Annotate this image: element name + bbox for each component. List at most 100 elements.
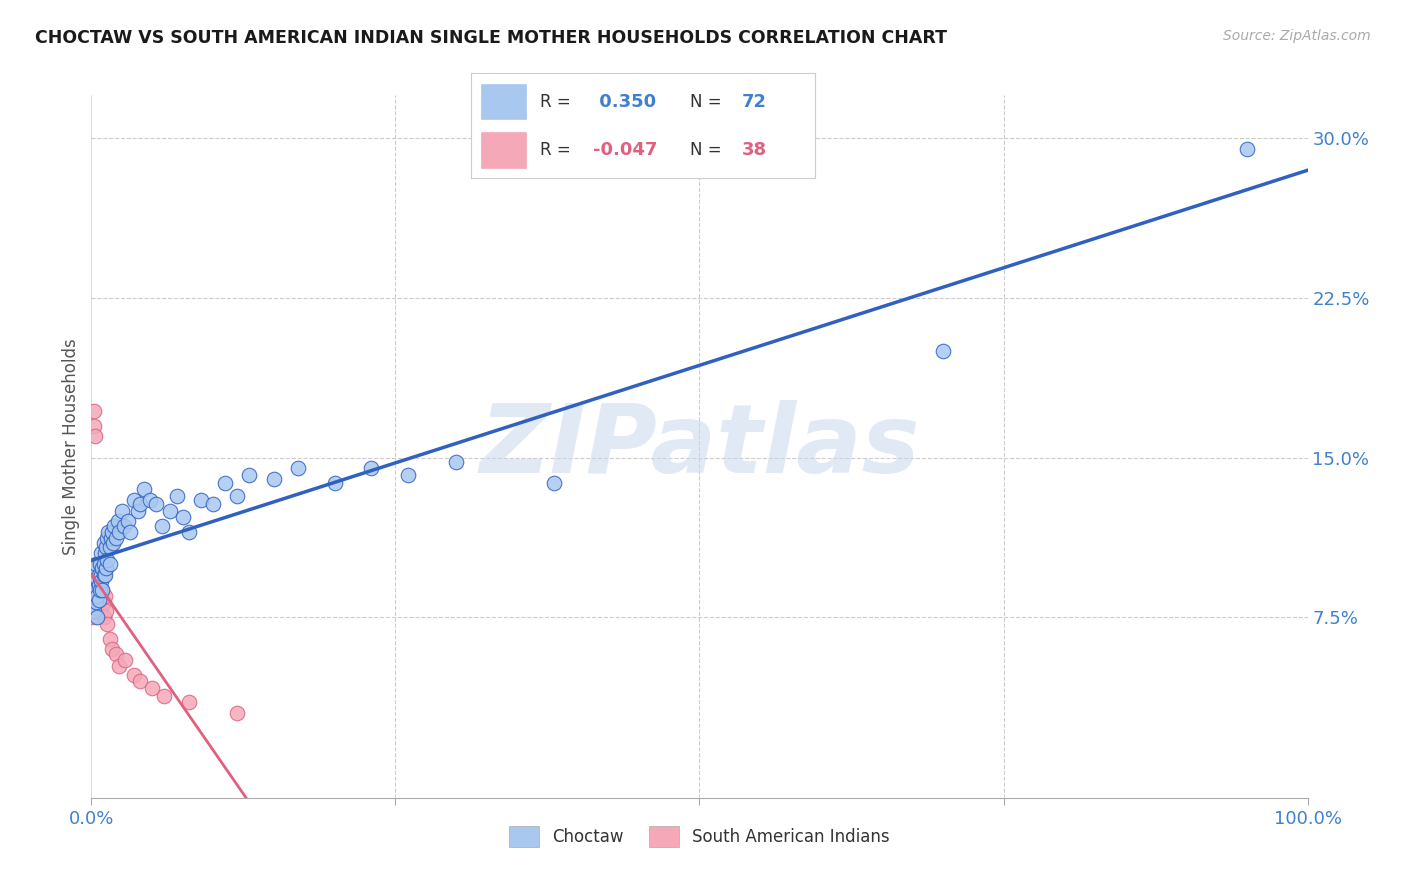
Point bbox=[323, 476, 346, 491]
Text: N =: N = bbox=[690, 93, 721, 111]
Point bbox=[90, 604, 112, 618]
Point bbox=[94, 604, 117, 618]
Point bbox=[90, 574, 112, 588]
Point bbox=[166, 489, 188, 503]
Point bbox=[82, 599, 104, 614]
Point bbox=[931, 344, 953, 359]
Point bbox=[94, 540, 117, 554]
Bar bbox=[481, 132, 526, 168]
Point bbox=[87, 582, 110, 597]
Point bbox=[172, 510, 194, 524]
Point bbox=[93, 610, 115, 624]
Point bbox=[98, 632, 121, 646]
Point bbox=[96, 553, 118, 567]
Point bbox=[84, 557, 107, 571]
Point bbox=[90, 546, 112, 560]
Point bbox=[91, 582, 114, 597]
Point bbox=[94, 546, 117, 560]
Point bbox=[103, 535, 125, 549]
Point bbox=[83, 582, 105, 597]
Point bbox=[177, 696, 200, 710]
Point bbox=[122, 493, 145, 508]
Point bbox=[117, 515, 139, 529]
Point bbox=[96, 532, 118, 546]
Point bbox=[84, 589, 107, 603]
Point bbox=[84, 589, 107, 603]
Point bbox=[82, 599, 104, 614]
Point bbox=[104, 532, 127, 546]
Text: 38: 38 bbox=[741, 141, 766, 159]
Text: 0.350: 0.350 bbox=[593, 93, 657, 111]
Point bbox=[100, 532, 122, 546]
Point bbox=[226, 489, 249, 503]
Point bbox=[89, 582, 111, 597]
Point bbox=[129, 674, 152, 689]
Point bbox=[83, 604, 105, 618]
Point bbox=[226, 706, 249, 720]
Text: N =: N = bbox=[690, 141, 721, 159]
Point bbox=[82, 582, 104, 597]
Point bbox=[214, 476, 236, 491]
Text: -0.047: -0.047 bbox=[593, 141, 658, 159]
Point bbox=[86, 589, 108, 603]
Point bbox=[543, 476, 565, 491]
Point bbox=[83, 418, 105, 433]
Point bbox=[84, 582, 107, 597]
Point bbox=[238, 467, 260, 482]
Point bbox=[83, 403, 105, 417]
Point bbox=[96, 616, 118, 631]
Point bbox=[101, 525, 124, 540]
Point bbox=[104, 647, 127, 661]
Point bbox=[145, 497, 167, 511]
Point bbox=[82, 578, 104, 592]
Point bbox=[84, 561, 107, 575]
Point bbox=[108, 659, 131, 673]
Point bbox=[84, 595, 107, 609]
Text: R =: R = bbox=[540, 93, 571, 111]
Point bbox=[84, 582, 107, 597]
Point bbox=[89, 557, 111, 571]
Bar bbox=[481, 84, 526, 120]
Text: R =: R = bbox=[540, 141, 571, 159]
Point bbox=[86, 557, 108, 571]
Point bbox=[83, 574, 105, 588]
Point bbox=[107, 515, 129, 529]
Point bbox=[122, 668, 145, 682]
Point bbox=[287, 461, 309, 475]
Text: Source: ZipAtlas.com: Source: ZipAtlas.com bbox=[1223, 29, 1371, 43]
Y-axis label: Single Mother Households: Single Mother Households bbox=[62, 339, 80, 555]
Point bbox=[87, 593, 110, 607]
Point bbox=[86, 578, 108, 592]
Point bbox=[103, 518, 125, 533]
Point bbox=[91, 561, 114, 575]
Point bbox=[93, 535, 115, 549]
Point bbox=[89, 574, 111, 588]
Point bbox=[90, 557, 112, 571]
Point bbox=[86, 610, 108, 624]
Point bbox=[86, 572, 108, 586]
Point bbox=[112, 518, 135, 533]
Point bbox=[132, 483, 155, 497]
Point bbox=[263, 472, 285, 486]
Point bbox=[1236, 142, 1258, 156]
Legend: Choctaw, South American Indians: Choctaw, South American Indians bbox=[502, 820, 897, 854]
Point bbox=[84, 604, 107, 618]
Point bbox=[93, 567, 115, 582]
Point bbox=[98, 557, 121, 571]
Point bbox=[127, 504, 149, 518]
Point bbox=[84, 429, 107, 443]
Point bbox=[150, 518, 173, 533]
Point bbox=[84, 574, 107, 588]
Point bbox=[159, 504, 181, 518]
Point bbox=[97, 525, 120, 540]
Point bbox=[129, 497, 152, 511]
Point bbox=[84, 567, 107, 582]
Point bbox=[87, 578, 110, 592]
Point bbox=[86, 595, 108, 609]
Point bbox=[98, 540, 121, 554]
Point bbox=[177, 525, 200, 540]
Point bbox=[94, 589, 117, 603]
Point bbox=[108, 525, 131, 540]
Point bbox=[120, 525, 142, 540]
Point bbox=[111, 504, 134, 518]
